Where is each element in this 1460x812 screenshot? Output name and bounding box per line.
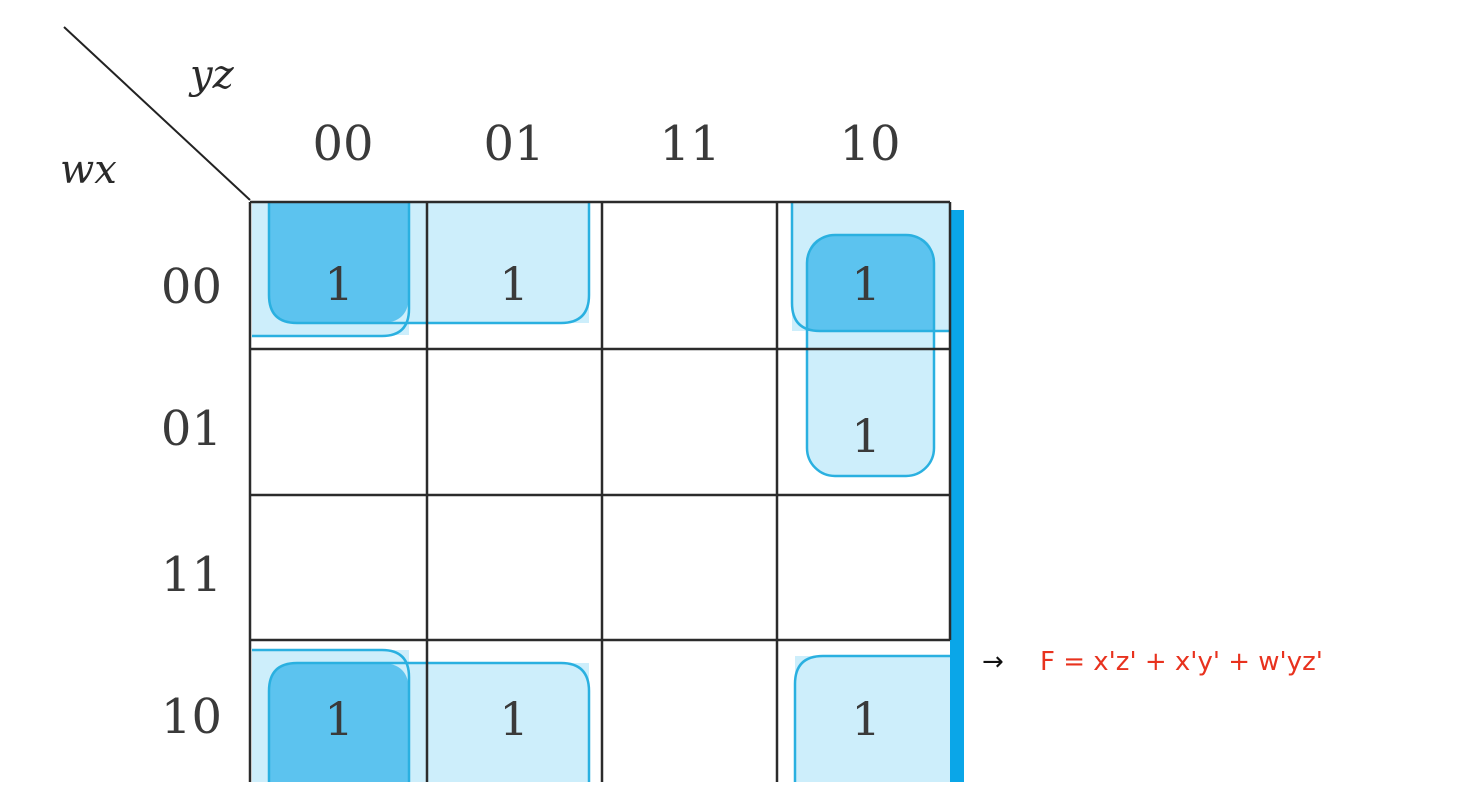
- row-header-00: 00: [161, 259, 222, 315]
- cell-01-10: 1: [851, 409, 880, 463]
- outline-xy-bottom: [267, 661, 591, 782]
- edge-bar: [950, 210, 964, 782]
- cell-10-00: 1: [324, 692, 353, 746]
- kmap-grid: [248, 200, 952, 782]
- result-arrow: →: [982, 647, 1004, 677]
- simplified-expression: F = x'z' + x'y' + w'yz': [1040, 647, 1323, 677]
- group-xz-cell-10-10: [795, 656, 950, 782]
- column-header-01: 01: [483, 116, 544, 172]
- row-header-10: 10: [161, 689, 222, 745]
- corner-diagonal-line: [63, 26, 251, 201]
- overlap-cell-00-00: [269, 203, 409, 323]
- cell-10-01: 1: [499, 692, 528, 746]
- row-header-01: 01: [161, 401, 222, 457]
- cell-00-00: 1: [324, 257, 353, 311]
- column-header-11: 11: [659, 116, 720, 172]
- cell-10-10: 1: [851, 692, 880, 746]
- column-header-00: 00: [312, 116, 373, 172]
- row-variable-label: wx: [60, 147, 117, 193]
- outline-wyz-pair: [805, 233, 936, 478]
- overlap-cell-10-00: [269, 663, 409, 782]
- outline-xz-top-right: [790, 203, 950, 333]
- cell-00-10: 1: [851, 257, 880, 311]
- overlap-cell-00-10: [807, 235, 934, 331]
- outline-xy-top: [267, 203, 591, 325]
- column-header-10: 10: [839, 116, 900, 172]
- group-shading-layer: [252, 203, 950, 782]
- outline-xz-bottom-left: [252, 648, 411, 782]
- cell-00-01: 1: [499, 257, 528, 311]
- group-xy-cell-10-01: [409, 663, 589, 782]
- outline-xz-bottom-right: [793, 654, 950, 782]
- group-xy-cell-00-01: [409, 203, 589, 323]
- outline-xz-top-left: [252, 203, 411, 338]
- row-header-11: 11: [161, 547, 222, 603]
- column-variable-label: yz: [188, 52, 235, 98]
